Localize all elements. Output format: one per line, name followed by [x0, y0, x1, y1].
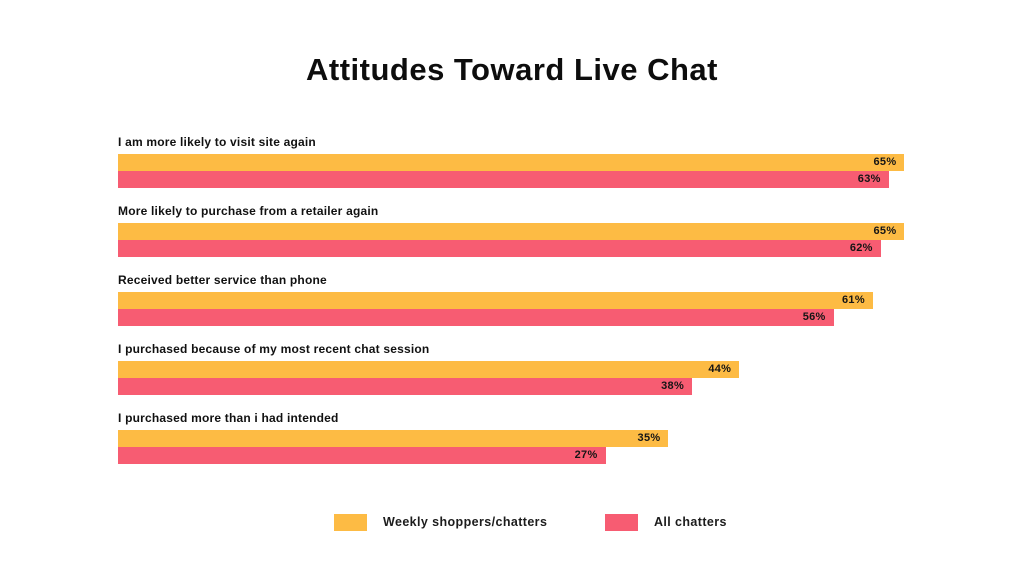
legend-swatch-weekly-shoppers [334, 513, 367, 531]
bar-weekly-shoppers-chatters: 65% [118, 154, 905, 171]
bar-all-chatters: 56% [118, 309, 834, 326]
bar-pair: 35% 27% [118, 430, 928, 464]
bar-pair: 61% 56% [118, 292, 928, 326]
category-label: I am more likely to visit site again [118, 135, 316, 149]
legend-swatch-all-chatters [605, 513, 638, 531]
bar-value-label: 65% [873, 156, 897, 168]
bar-all-chatters: 27% [118, 447, 606, 464]
bar-value-label: 27% [574, 449, 598, 461]
category-label: Received better service than phone [118, 273, 327, 287]
bar-value-label: 62% [849, 242, 873, 254]
category-label: I purchased because of my most recent ch… [118, 342, 430, 356]
bar-chart: I am more likely to visit site again 65% 6… [118, 136, 928, 481]
bar-weekly-shoppers-chatters: 65% [118, 223, 905, 240]
bar-group: Received better service than phone 61% 56% [118, 274, 928, 326]
bar-weekly-shoppers-chatters: 35% [118, 430, 669, 447]
legend-label-weekly-shoppers: Weekly shoppers/chatters [383, 515, 548, 529]
bar-pair: 65% 62% [118, 223, 928, 257]
bar-value-label: 44% [708, 363, 732, 375]
bar-group: I purchased more than i had intended 35% 2… [118, 412, 928, 464]
bar-group: I purchased because of my most recent ch… [118, 343, 928, 395]
bar-value-label: 56% [802, 311, 826, 323]
bar-all-chatters: 62% [118, 240, 881, 257]
bar-pair: 44% 38% [118, 361, 928, 395]
bar-weekly-shoppers-chatters: 61% [118, 292, 873, 309]
legend-item-all-chatters: All chatters [605, 513, 727, 531]
bar-value-label: 61% [841, 294, 865, 306]
bar-all-chatters: 63% [118, 171, 889, 188]
bar-value-label: 38% [661, 380, 685, 392]
bar-pair: 65% 63% [118, 154, 928, 188]
chart-title: Attitudes Toward Live Chat [305, 52, 718, 87]
bar-value-label: 35% [637, 432, 661, 444]
bar-group: More likely to purchase from a retailer … [118, 205, 928, 257]
category-label: I purchased more than i had intended [118, 411, 339, 425]
legend-label-all-chatters: All chatters [654, 515, 727, 529]
bar-all-chatters: 38% [118, 378, 693, 395]
bar-weekly-shoppers-chatters: 44% [118, 361, 740, 378]
bar-value-label: 63% [857, 173, 881, 185]
bar-value-label: 65% [873, 225, 897, 237]
category-label: More likely to purchase from a retailer … [118, 204, 379, 218]
legend-item-weekly-shoppers: Weekly shoppers/chatters [334, 513, 547, 531]
bar-group: I am more likely to visit site again 65% 6… [118, 136, 928, 188]
